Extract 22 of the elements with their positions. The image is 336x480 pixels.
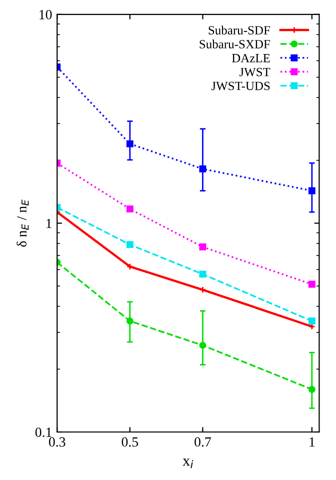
point [199, 286, 206, 294]
x-axis-title: x$_{i}$ [182, 458, 194, 468]
point [308, 318, 316, 324]
y-tick-label: 0.1 [35, 428, 52, 438]
point [308, 280, 316, 288]
x-tick-label: 0.5 [122, 437, 138, 447]
legend-label: JWST-UDS [211, 82, 270, 90]
point [126, 241, 134, 248]
legend-label: Subaru-SDF [208, 26, 270, 35]
x-tick-label: 1 [310, 437, 315, 446]
legend-label: JWST [239, 68, 270, 76]
y-axis-title: δ n$_{E}$ / n$_{E}$ [16, 200, 29, 247]
x-tick-label: 0.7 [194, 437, 211, 447]
point [126, 263, 134, 270]
x-tick-label: 0.3 [48, 437, 66, 447]
point [126, 205, 134, 212]
point [199, 270, 206, 278]
legend-label: Subaru-SXDF [200, 40, 270, 48]
legend-label: DAzLE [232, 54, 270, 62]
y-tick-label: 1 [46, 218, 52, 228]
point [199, 243, 206, 250]
y-tick-label: 10 [40, 10, 52, 20]
